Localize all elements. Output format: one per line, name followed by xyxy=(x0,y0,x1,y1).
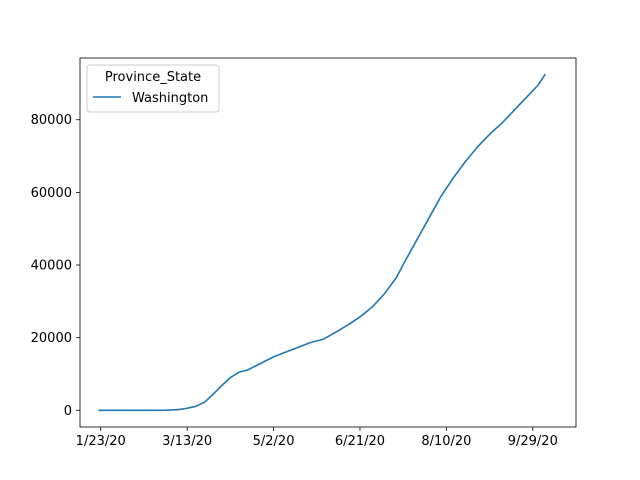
x-tick-label: 1/23/20 xyxy=(76,434,126,449)
legend-box xyxy=(86,64,220,113)
series-line-washington xyxy=(98,73,546,412)
plot-area xyxy=(80,58,576,427)
x-axis: 1/23/20 3/13/20 5/2/20 6/21/20 8/10/20 9/29/2… xyxy=(76,427,558,449)
y-tick-label: 60000 xyxy=(31,186,72,201)
x-tick-label: 5/2/20 xyxy=(253,434,295,449)
y-tick-label: 0 xyxy=(64,404,72,419)
plot-frame xyxy=(79,57,577,428)
legend: Province_State Washington xyxy=(86,64,220,113)
x-tick-label: 3/13/20 xyxy=(162,434,212,449)
legend-title: Province_State xyxy=(105,70,201,85)
y-tick-label: 40000 xyxy=(31,259,72,274)
x-tick-label: 9/29/20 xyxy=(508,434,558,449)
y-tick-label: 80000 xyxy=(31,113,72,128)
y-axis: 0 20000 40000 60000 80000 xyxy=(31,113,80,419)
legend-label-washington: Washington xyxy=(132,91,208,106)
y-tick-label: 20000 xyxy=(31,331,72,346)
x-tick-label: 8/10/20 xyxy=(421,434,471,449)
series-layer xyxy=(98,73,546,412)
x-tick-label: 6/21/20 xyxy=(335,434,385,449)
